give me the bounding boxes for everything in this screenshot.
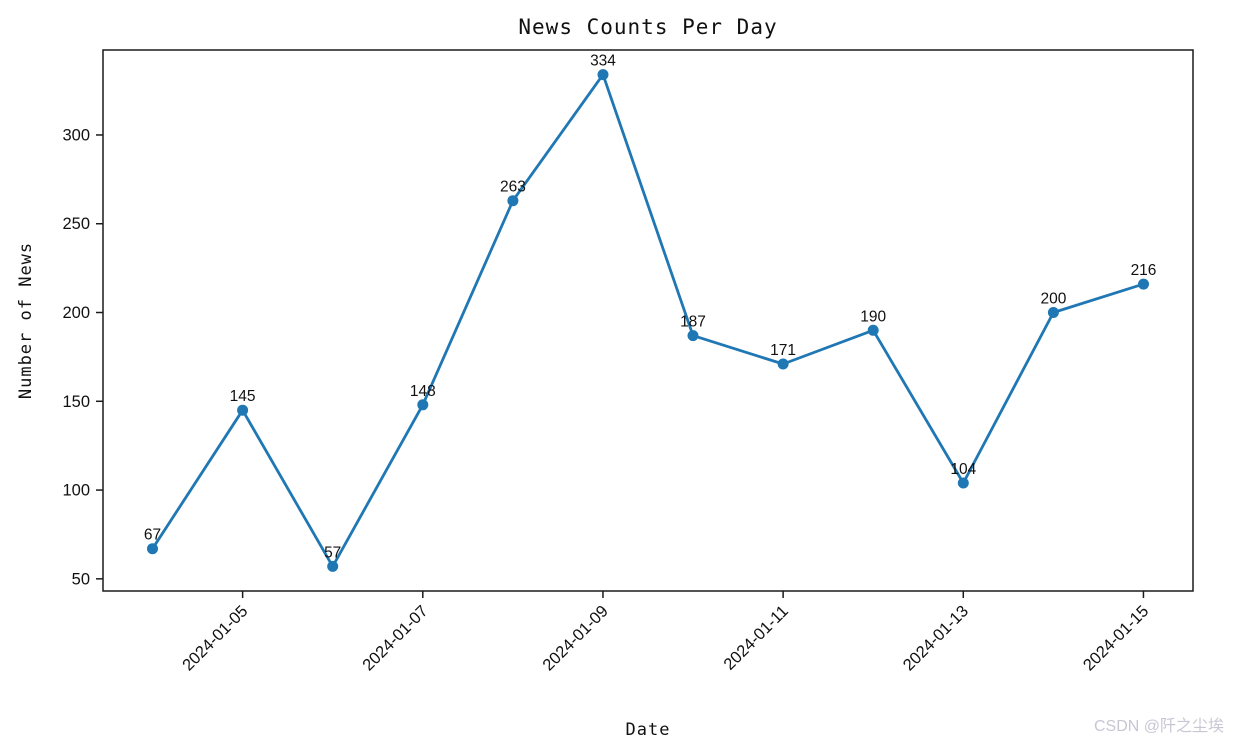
data-line xyxy=(151,73,1145,568)
point-value-label: 67 xyxy=(144,527,161,544)
y-tick-label: 50 xyxy=(72,570,90,588)
x-axis-label: Date xyxy=(626,720,671,740)
y-axis-label: Number of News xyxy=(16,242,36,399)
point-value-label: 148 xyxy=(410,383,436,400)
x-tick-label: 2024-01-07 xyxy=(359,602,431,674)
data-point-marker xyxy=(867,324,879,336)
point-value-label: 200 xyxy=(1040,291,1066,308)
y-tick-label: 250 xyxy=(62,215,90,233)
data-point-marker xyxy=(237,404,249,416)
point-value-label: 145 xyxy=(230,388,256,405)
point-value-label: 171 xyxy=(770,342,796,359)
data-point-marker xyxy=(777,358,789,370)
data-point-marker xyxy=(147,543,158,555)
x-tick-label: 2024-01-15 xyxy=(1080,602,1152,674)
data-point-marker xyxy=(507,195,519,207)
data-point-marker xyxy=(687,330,699,342)
plot-area xyxy=(102,49,1194,592)
chart-title: News Counts Per Day xyxy=(518,15,777,39)
data-point-marker xyxy=(417,399,429,411)
data-point-marker xyxy=(1047,307,1059,318)
point-value-label: 216 xyxy=(1131,262,1157,279)
y-tick-label: 100 xyxy=(62,482,90,500)
point-value-label: 187 xyxy=(680,314,706,331)
y-tick-label: 200 xyxy=(62,304,90,322)
data-point-marker xyxy=(957,477,969,489)
point-value-label: 57 xyxy=(324,544,341,561)
x-tick-label: 2024-01-13 xyxy=(900,602,972,674)
x-tick-label: 2024-01-11 xyxy=(720,602,792,674)
data-point-marker xyxy=(597,69,609,81)
y-tick-label: 300 xyxy=(62,126,90,144)
point-value-label: 190 xyxy=(860,308,886,325)
watermark: CSDN @阡之尘埃 xyxy=(1094,717,1224,735)
x-tick-label: 2024-01-05 xyxy=(179,602,251,674)
x-tick-label: 2024-01-09 xyxy=(539,602,611,674)
point-value-label: 334 xyxy=(590,53,616,70)
point-value-label: 263 xyxy=(500,179,526,196)
data-point-marker xyxy=(327,560,339,572)
point-value-label: 104 xyxy=(950,461,976,478)
y-tick-label: 150 xyxy=(62,393,90,411)
data-point-marker xyxy=(1138,278,1149,290)
